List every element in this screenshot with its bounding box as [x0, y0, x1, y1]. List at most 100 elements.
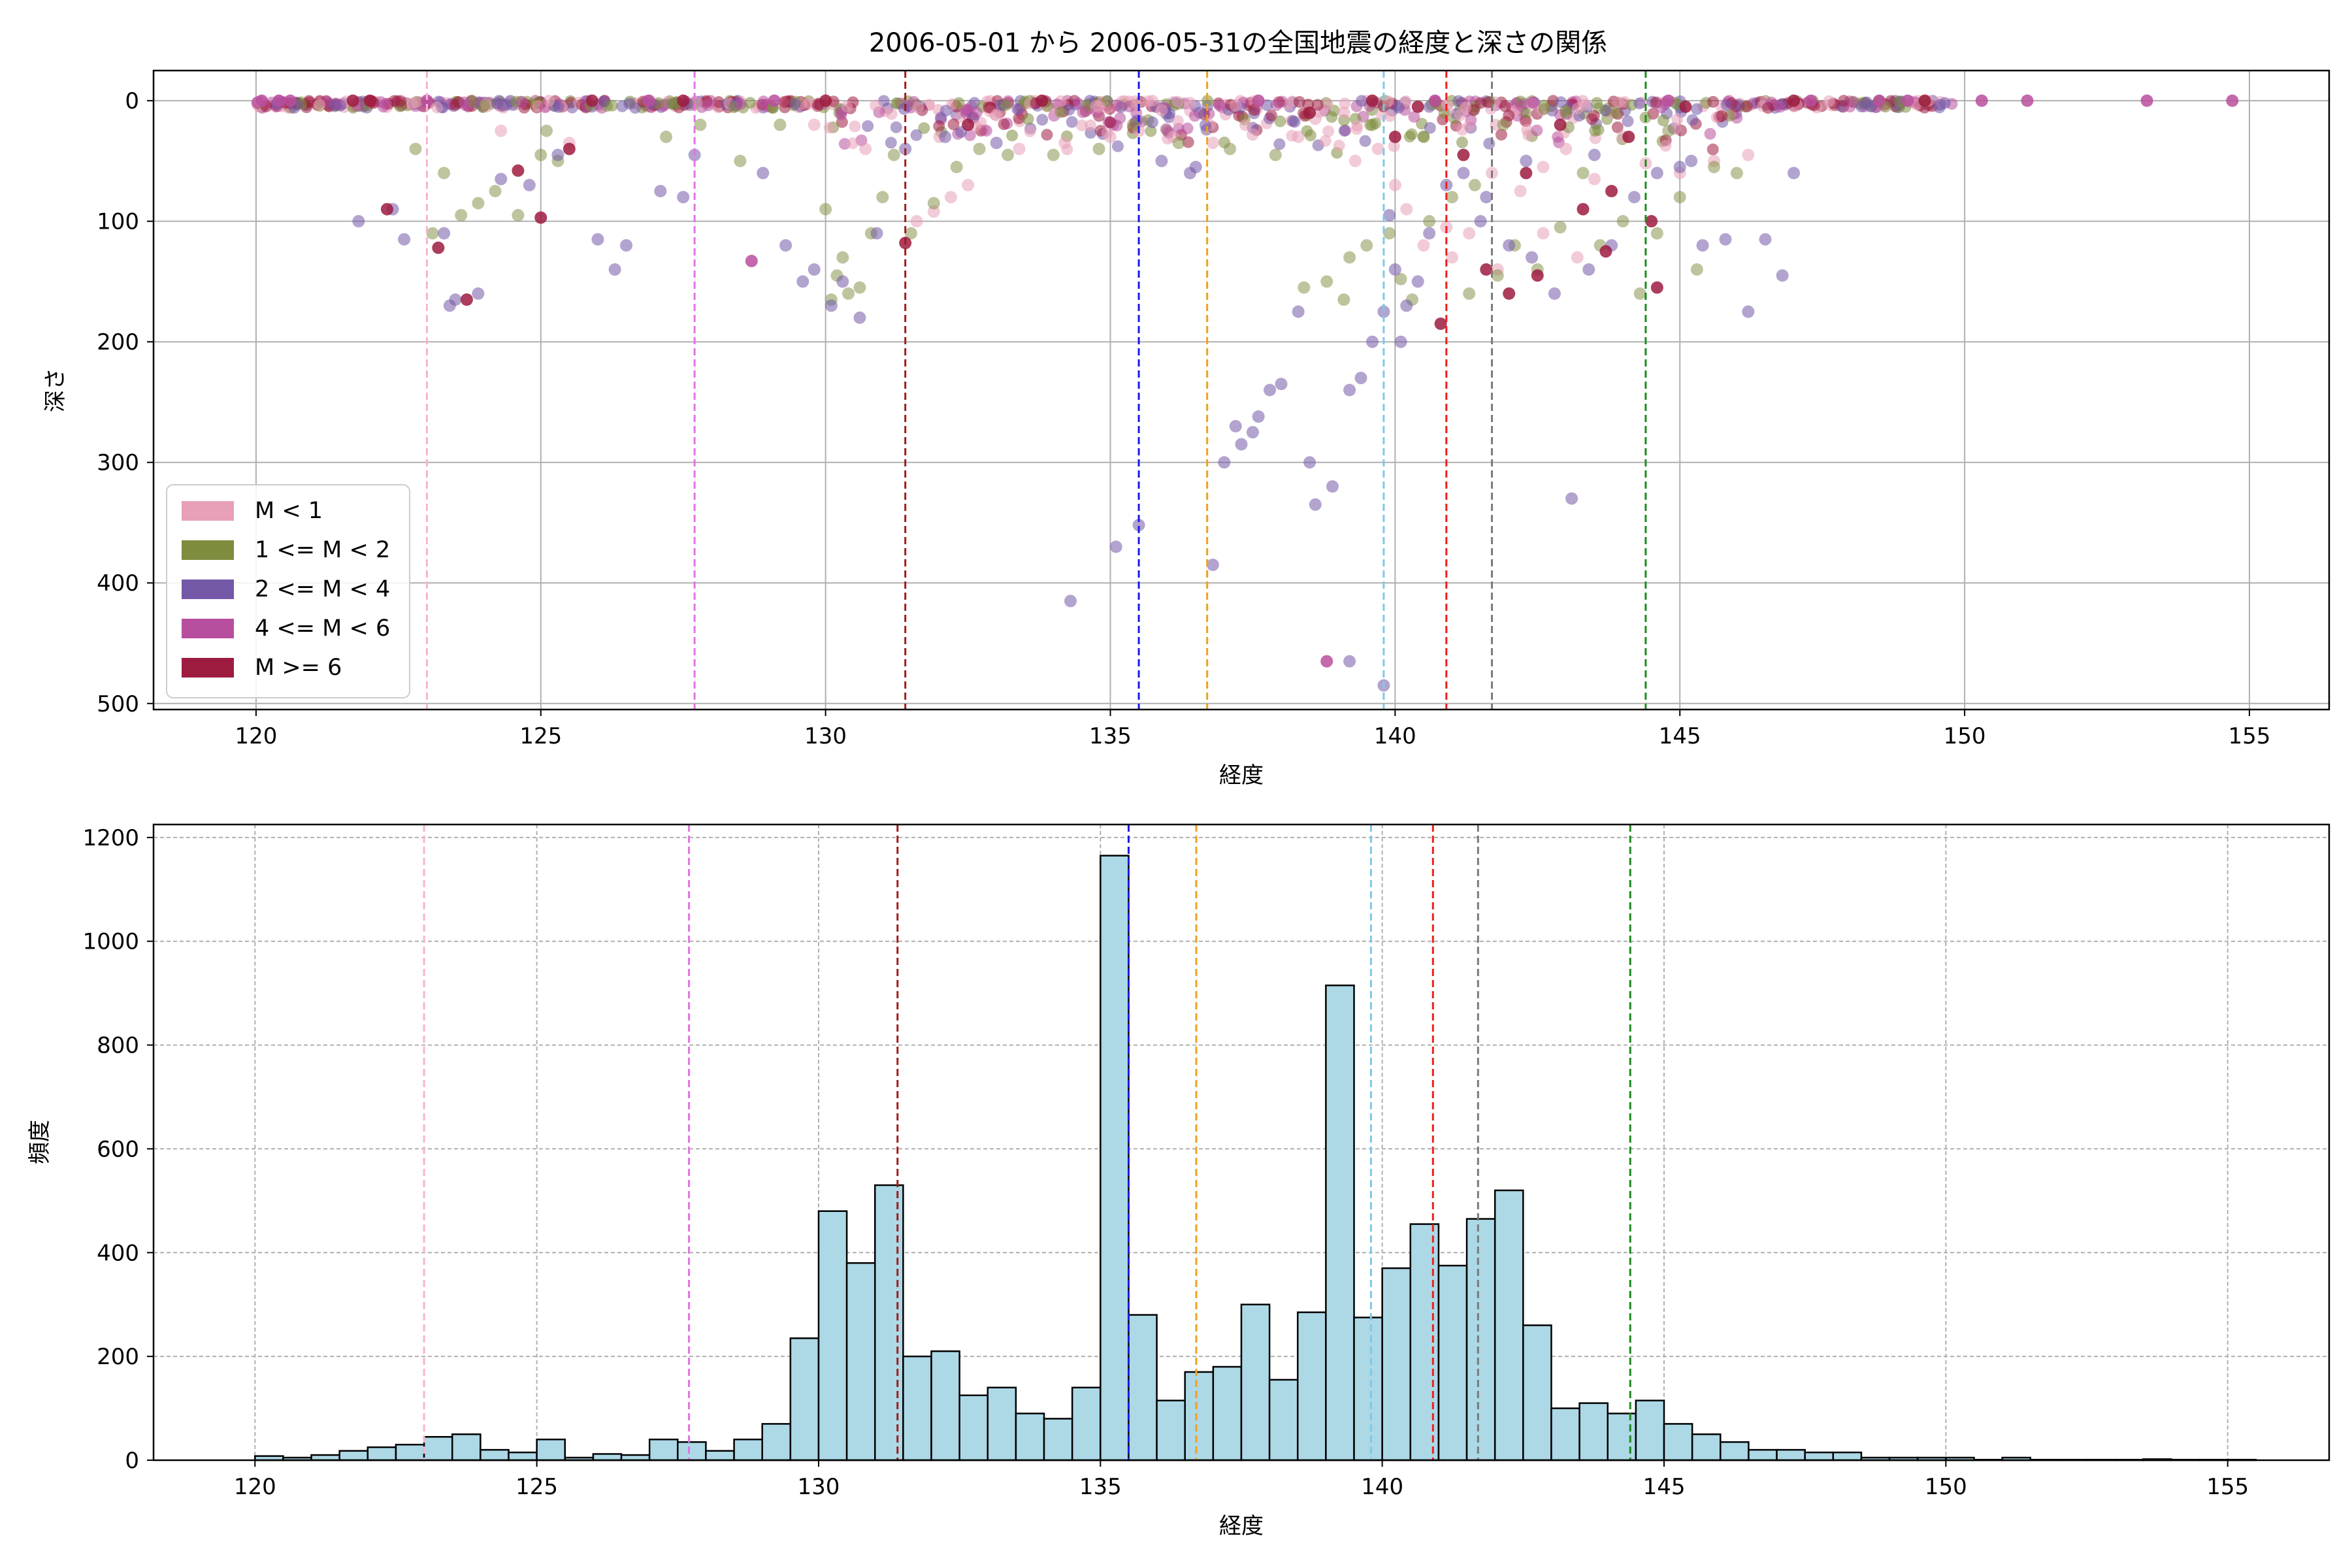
scatter-point [1371, 142, 1384, 155]
scatter-point [1292, 305, 1305, 318]
histogram-bar [705, 1450, 735, 1462]
scatter-point [523, 178, 536, 191]
histogram-bars [254, 855, 2257, 1462]
scatter-point [1650, 281, 1663, 294]
scatter-point [1058, 137, 1071, 150]
scatter-point [1006, 129, 1019, 142]
scatter-point [849, 120, 861, 133]
scatter-point [774, 118, 787, 131]
scatter-y-tick-label: 400 [97, 570, 139, 596]
scatter-point [1269, 148, 1282, 161]
scatter-point [380, 97, 392, 110]
scatter-point [1520, 167, 1533, 180]
histogram-bar [1325, 984, 1355, 1462]
scatter-point [744, 97, 757, 109]
scatter-point [1901, 94, 1914, 107]
histogram-y-tick-label: 800 [97, 1033, 139, 1059]
scatter-point [1383, 208, 1396, 221]
scatter-point [1456, 136, 1468, 148]
scatter-point [1650, 167, 1663, 180]
scatter-point [2021, 94, 2034, 107]
histogram-x-axis-label: 経度 [1219, 1513, 1264, 1539]
scatter-point [1337, 106, 1350, 120]
scatter-point [950, 161, 963, 174]
histogram-bar [1212, 1365, 1243, 1462]
histogram-bar [1720, 1441, 1750, 1462]
histogram-bar [1804, 1451, 1835, 1462]
scatter-point [2226, 94, 2239, 107]
scatter-point [808, 263, 821, 276]
scatter-point [1457, 167, 1470, 180]
legend-swatch-m-4-6 [182, 619, 234, 638]
scatter-point [1411, 100, 1424, 113]
scatter-point [1622, 115, 1634, 127]
scatter-x-tick-label: 150 [1944, 723, 1986, 749]
scatter-point [1109, 540, 1122, 553]
legend-swatch-m-lt-1 [182, 501, 234, 521]
scatter-point [534, 148, 547, 161]
scatter-point [1463, 120, 1475, 132]
scatter-point [1388, 130, 1401, 143]
legend-label-m-4-6: 4 <= M < 6 [255, 615, 390, 642]
histogram-bar [987, 1386, 1017, 1462]
scatter-point [449, 293, 462, 306]
scatter-point [1417, 239, 1430, 252]
scatter-point [1326, 110, 1338, 123]
scatter-x-tick-label: 135 [1089, 723, 1132, 749]
legend-label-m-2-4: 2 <= M < 4 [255, 576, 390, 602]
scatter-point [1645, 215, 1658, 228]
scatter-point [1463, 287, 1476, 300]
scatter-point [1588, 148, 1601, 161]
histogram-bar [1663, 1423, 1693, 1462]
scatter-point [973, 142, 986, 155]
scatter-point [1521, 123, 1533, 136]
scatter-x-tick-label: 145 [1659, 723, 1701, 749]
scatter-point [1576, 203, 1590, 216]
scatter-point [1480, 263, 1493, 276]
histogram-bar [817, 1210, 848, 1462]
scatter-point [1130, 98, 1143, 110]
scatter-point [1417, 130, 1430, 143]
scatter-point [1520, 107, 1532, 120]
scatter-point [472, 287, 485, 300]
histogram-bar [1635, 1399, 1665, 1462]
histogram-bar [1071, 1386, 1102, 1462]
scatter-point [1338, 125, 1350, 137]
scatter-point [1788, 167, 1801, 180]
scatter-point [1024, 125, 1036, 137]
scatter-point [1434, 318, 1447, 331]
scatter-point [870, 99, 882, 112]
scatter-point [1155, 104, 1168, 117]
scatter-point [1690, 263, 1703, 276]
scatter-point [1388, 140, 1400, 152]
scatter-point [1239, 119, 1252, 131]
scatter-point [1762, 102, 1774, 114]
scatter-point [910, 129, 923, 141]
scatter-point [904, 227, 917, 240]
histogram-y-tick-label: 0 [125, 1448, 139, 1474]
scatter-point [1759, 233, 1772, 246]
scatter-point [563, 142, 576, 155]
scatter-point [1497, 118, 1510, 131]
legend-item-m-2-4: 2 <= M < 4 [182, 576, 390, 602]
histogram-bar [648, 1438, 679, 1462]
scatter-point [455, 208, 468, 221]
scatter-point [1627, 191, 1641, 204]
scatter-point [1337, 293, 1350, 306]
histogram-x-tick-label: 120 [234, 1474, 276, 1500]
scatter-point [677, 191, 690, 204]
scatter-point [1275, 378, 1288, 391]
legend-swatch-m-2-4 [182, 580, 234, 599]
scatter-point [1673, 191, 1686, 204]
histogram-y-tick-label: 200 [97, 1344, 139, 1370]
scatter-point [1503, 287, 1516, 300]
scatter-point [998, 118, 1010, 131]
histogram-bar [451, 1433, 482, 1462]
scatter-point [1066, 116, 1078, 128]
scatter-point [1742, 148, 1755, 161]
scatter-point [1483, 137, 1495, 150]
scatter-point [1424, 122, 1436, 134]
scatter-point [1659, 140, 1672, 152]
scatter-point [1538, 103, 1550, 115]
scatter-point [1662, 94, 1675, 107]
